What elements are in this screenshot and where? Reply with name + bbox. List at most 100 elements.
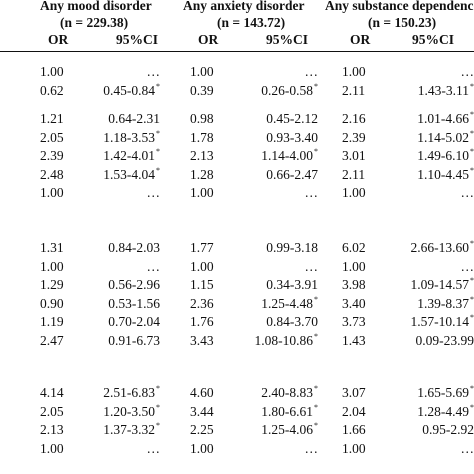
or-value: 4.60 — [190, 385, 214, 400]
header-rule — [0, 51, 474, 52]
ci-value: … — [147, 440, 161, 458]
significance-marker: * — [156, 421, 160, 431]
significance-marker: * — [314, 147, 318, 157]
or-value: 1.28 — [190, 166, 214, 182]
group-n-substance: (n = 150.23) — [368, 15, 437, 30]
ci-text: 0.99-3.18 — [266, 240, 318, 255]
ci-text: 1.57-10.14 — [410, 314, 470, 330]
subheader-ci-anxiety: 95%CI — [266, 32, 309, 47]
ci-text: … — [460, 185, 474, 201]
ci-text: 2.40-8.83 — [261, 385, 313, 400]
significance-marker: * — [470, 147, 474, 157]
or-value: 1.77 — [190, 240, 214, 255]
or-value: 1.43 — [342, 333, 366, 348]
ci-value: 0.09-23.99 — [416, 332, 474, 350]
ci-value: 0.64-2.31 — [108, 110, 160, 128]
significance-marker: * — [314, 294, 318, 304]
ci-value: 1.18-3.53* — [103, 129, 160, 147]
subheader-or-substance: OR — [350, 32, 371, 47]
or-value: 3.43 — [190, 333, 214, 348]
or-value: 3.98 — [342, 277, 366, 293]
or-value: 3.73 — [342, 314, 366, 330]
ci-text: 0.84-3.70 — [266, 314, 318, 330]
or-value: 2.36 — [190, 295, 214, 311]
ci-value: … — [461, 63, 474, 81]
significance-marker: * — [470, 384, 474, 393]
or-value: 1.00 — [342, 185, 366, 201]
or-value: 1.15 — [190, 277, 214, 293]
ci-text: 1.65-5.69 — [417, 385, 469, 400]
ci-value: 0.95-2.92 — [422, 421, 474, 439]
or-value: 4.14 — [40, 385, 64, 400]
ci-text: 1.20-3.50 — [103, 403, 155, 419]
significance-marker: * — [470, 402, 474, 412]
ci-value: 2.40-8.83* — [261, 384, 318, 402]
ci-text: 0.53-1.56 — [108, 295, 160, 311]
significance-marker: * — [314, 81, 318, 91]
ci-text: 0.66-2.47 — [266, 166, 318, 182]
or-value: 2.48 — [40, 166, 64, 182]
significance-marker: * — [470, 165, 474, 175]
ci-value: 1.49-6.10* — [417, 147, 474, 165]
ci-value: 2.66-13.60* — [411, 239, 474, 257]
or-value: 2.25 — [190, 422, 214, 438]
ci-value: 1.09-14.57* — [411, 276, 474, 294]
or-value: 3.07 — [342, 385, 366, 400]
or-value: 1.00 — [40, 440, 64, 456]
ci-value: 1.28-4.49* — [417, 403, 474, 421]
ci-text: 2.66-13.60 — [410, 240, 470, 255]
or-value: 1.00 — [190, 258, 214, 274]
or-value: 3.44 — [190, 403, 214, 419]
ci-value: … — [147, 258, 161, 276]
or-value: 1.00 — [40, 185, 64, 201]
significance-marker: * — [470, 81, 474, 91]
ci-text: 0.56-2.96 — [108, 277, 160, 293]
ci-value: … — [147, 184, 161, 202]
significance-marker: * — [470, 313, 474, 323]
or-value: 2.39 — [40, 148, 64, 164]
ci-text: 0.45-0.84 — [103, 82, 155, 98]
ci-value: 1.80-6.61* — [261, 403, 318, 421]
or-value: 1.29 — [40, 277, 64, 293]
ci-value: 1.20-3.50* — [103, 403, 160, 421]
significance-marker: * — [314, 402, 318, 412]
or-value: 1.21 — [40, 111, 64, 126]
ci-value: … — [147, 63, 161, 81]
ci-text: 1.42-4.01 — [103, 148, 155, 164]
ci-text: 1.37-3.32 — [103, 422, 155, 438]
ci-value: 1.39-8.37* — [417, 295, 474, 313]
ci-value: 1.14-5.02* — [417, 129, 474, 147]
ci-value: 1.01-4.66* — [417, 110, 474, 128]
or-value: 0.39 — [190, 82, 214, 98]
ci-value: 0.70-2.04 — [108, 313, 160, 331]
ci-value: 0.34-3.91 — [266, 276, 318, 294]
or-value: 2.05 — [40, 403, 64, 419]
ci-text: 1.08-10.86 — [254, 333, 314, 348]
ci-text: 0.95-2.92 — [422, 422, 474, 438]
ci-value: 1.53-4.04* — [103, 166, 160, 184]
ci-value: 1.42-4.01* — [103, 147, 160, 165]
or-value: 0.98 — [190, 111, 214, 126]
ci-text: 2.51-6.83 — [103, 385, 155, 400]
significance-marker: * — [156, 384, 160, 393]
ci-text: 0.70-2.04 — [108, 314, 160, 330]
significance-marker: * — [470, 276, 474, 286]
ci-value: 0.56-2.96 — [108, 276, 160, 294]
or-value: 3.40 — [342, 295, 366, 311]
significance-marker: * — [314, 332, 318, 341]
ci-text: 0.64-2.31 — [108, 111, 160, 126]
ci-text: 1.80-6.61 — [261, 403, 313, 419]
group-title-mood: Any mood disorder — [40, 0, 152, 13]
ci-value: 0.66-2.47 — [266, 166, 318, 184]
ci-value: 1.08-10.86* — [255, 332, 319, 350]
ci-value: … — [305, 63, 319, 81]
or-value: 1.00 — [342, 440, 366, 456]
or-value: 2.47 — [40, 333, 64, 348]
or-value: 1.00 — [190, 440, 214, 456]
ci-value: 1.37-3.32* — [103, 421, 160, 439]
ci-text: 1.25-4.48 — [261, 295, 313, 311]
ci-text: 1.28-4.49 — [417, 403, 469, 419]
or-value: 1.00 — [342, 258, 366, 274]
or-value: 1.66 — [342, 422, 366, 438]
ci-text: … — [460, 64, 474, 79]
